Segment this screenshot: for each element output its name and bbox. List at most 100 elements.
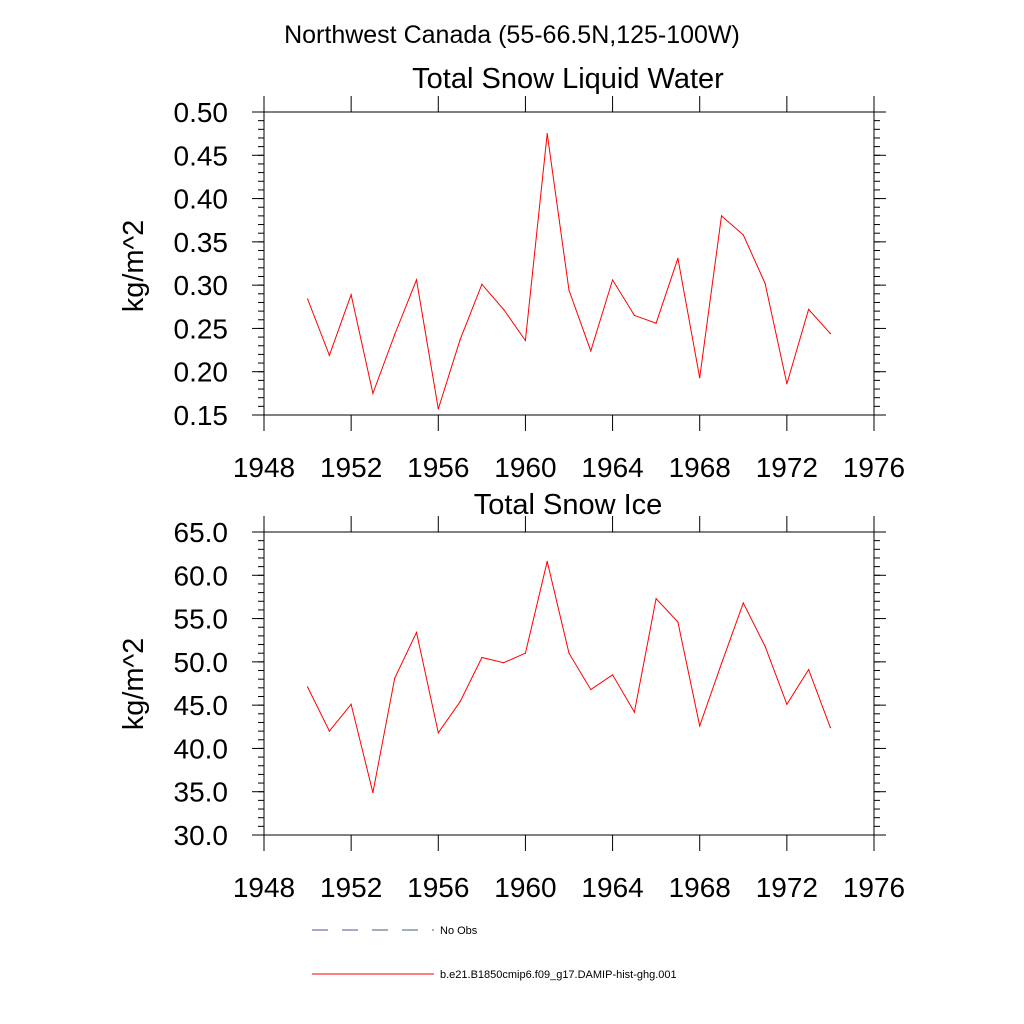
data-point <box>372 791 374 794</box>
panel-total-snow-ice: Total Snow Ice kg/m^2 30.0 35.0 40.0 45.0 50… <box>118 489 905 903</box>
y-tick-label: 0.25 <box>174 313 229 344</box>
panel-title: Total Snow Liquid Water <box>412 63 724 95</box>
x-tick-label: 1964 <box>581 452 643 483</box>
data-point <box>786 703 788 705</box>
data-point <box>590 350 592 352</box>
data-point <box>764 282 766 285</box>
data-point <box>720 215 723 217</box>
series-group <box>306 560 832 794</box>
y-tick-label: 50.0 <box>174 647 229 678</box>
series-line <box>307 133 831 410</box>
series-group <box>306 133 832 410</box>
data-point <box>611 674 614 676</box>
data-point <box>503 662 505 664</box>
x-tick-label: 1968 <box>669 872 731 903</box>
data-point <box>415 279 418 281</box>
x-tick-label: 1948 <box>233 452 295 483</box>
data-point <box>742 602 744 604</box>
data-point <box>611 279 614 281</box>
y-tick-label: 0.40 <box>174 184 229 215</box>
panel-title: Total Snow Ice <box>474 489 663 521</box>
data-point <box>306 686 309 688</box>
y-tick-labels: 0.15 0.20 0.25 0.30 0.35 0.40 0.45 0.50 <box>174 97 229 431</box>
y-tick-label: 0.50 <box>174 97 229 128</box>
data-point <box>720 662 723 665</box>
y-tick-label: 45.0 <box>174 690 229 721</box>
x-tick-label: 1956 <box>407 452 469 483</box>
data-point <box>808 669 810 671</box>
legend-label-no-obs: No Obs <box>440 925 478 937</box>
data-point <box>481 283 483 285</box>
plot-frame <box>263 531 875 836</box>
data-point <box>394 677 396 679</box>
legend: No Obs b.e21.B1850cmip6.f09_g17.DAMIP-hi… <box>312 925 677 981</box>
data-point <box>328 730 330 732</box>
x-tick-labels: 1948 1952 1956 1960 1964 1968 1972 1976 <box>233 452 905 483</box>
y-axis-label: kg/m^2 <box>118 638 150 731</box>
y-tick-label: 0.15 <box>174 400 229 431</box>
data-point <box>568 289 570 291</box>
x-tick-label: 1976 <box>843 452 905 483</box>
axis-ticks <box>252 516 886 851</box>
data-point <box>633 314 635 317</box>
data-point <box>503 308 505 310</box>
y-tick-label: 35.0 <box>174 777 229 808</box>
x-tick-label: 1972 <box>756 872 818 903</box>
data-point <box>350 294 352 296</box>
data-point <box>764 645 766 647</box>
data-point <box>350 703 352 705</box>
data-point <box>829 727 832 729</box>
y-tick-label: 65.0 <box>174 517 229 548</box>
y-axis-label: kg/m^2 <box>118 220 150 313</box>
x-tick-label: 1952 <box>320 452 382 483</box>
data-point <box>546 560 548 563</box>
x-tick-label: 1956 <box>407 872 469 903</box>
x-tick-label: 1960 <box>494 872 556 903</box>
data-point <box>481 656 483 659</box>
data-point <box>459 339 461 341</box>
data-point <box>808 308 810 310</box>
axis-ticks <box>252 96 886 431</box>
legend-label-model-run: b.e21.B1850cmip6.f09_g17.DAMIP-hist-ghg.… <box>440 969 677 981</box>
data-point <box>633 711 635 713</box>
data-point <box>437 408 439 410</box>
data-point <box>655 322 657 324</box>
data-point <box>524 339 527 342</box>
data-point <box>699 377 701 379</box>
series-line <box>307 561 831 793</box>
figure-suptitle: Northwest Canada (55-66.5N,125-100W) <box>284 21 740 49</box>
y-tick-label: 60.0 <box>174 560 229 591</box>
x-tick-label: 1952 <box>320 872 382 903</box>
x-tick-label: 1976 <box>843 872 905 903</box>
data-point <box>655 598 657 600</box>
data-point <box>415 631 418 634</box>
y-tick-label: 0.35 <box>174 227 229 258</box>
x-tick-label: 1968 <box>669 452 731 483</box>
data-point <box>742 234 744 236</box>
y-tick-label: 0.20 <box>174 357 229 388</box>
data-point <box>437 732 439 734</box>
data-point <box>328 354 330 356</box>
plot-frame <box>263 111 875 416</box>
data-point <box>786 383 788 385</box>
data-point <box>699 725 701 727</box>
x-tick-label: 1948 <box>233 872 295 903</box>
data-point <box>372 392 374 394</box>
x-tick-label: 1964 <box>581 872 643 903</box>
data-point <box>459 701 461 703</box>
panel-total-snow-liquid-water: Total Snow Liquid Water kg/m^2 0.15 0.20 0… <box>118 63 905 483</box>
y-tick-label: 40.0 <box>174 733 229 764</box>
data-point <box>306 298 309 300</box>
y-tick-label: 30.0 <box>174 820 229 851</box>
data-point <box>568 652 570 654</box>
x-tick-label: 1960 <box>494 452 556 483</box>
y-tick-label: 55.0 <box>174 604 229 635</box>
data-point <box>590 688 592 691</box>
data-point <box>394 333 396 336</box>
x-tick-label: 1972 <box>756 452 818 483</box>
x-tick-labels: 1948 1952 1956 1960 1964 1968 1972 1976 <box>233 872 905 903</box>
y-tick-labels: 30.0 35.0 40.0 45.0 50.0 55.0 60.0 65.0 <box>174 517 229 851</box>
y-tick-label: 0.30 <box>174 270 229 301</box>
data-point <box>677 621 679 623</box>
data-point <box>829 333 832 335</box>
